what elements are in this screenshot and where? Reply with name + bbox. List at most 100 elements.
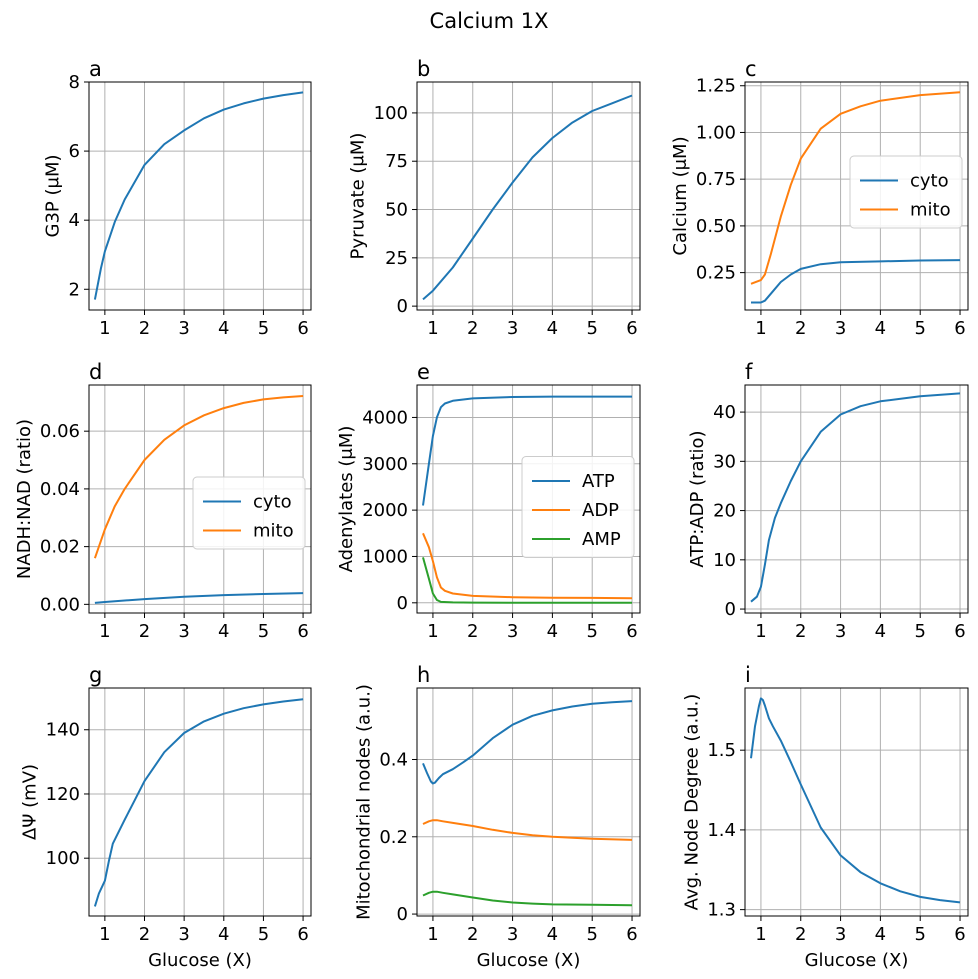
legend-label: AMP [582,529,621,550]
panel-letter: g [89,663,102,687]
y-tick-label: 30 [713,451,736,472]
y-tick-label: 10 [713,550,736,571]
y-axis-label: Mitochondrial nodes (a.u.) [353,684,374,920]
y-tick-label: 8 [69,72,80,93]
x-tick-label: 6 [954,621,965,642]
y-tick-label: 1.00 [696,122,736,143]
y-tick-label: 1.3 [707,900,736,921]
x-tick-label: 1 [755,621,766,642]
axes-frame [744,384,969,614]
x-tick-label: 1 [99,318,110,339]
x-tick-label: 2 [467,318,478,339]
x-tick-label: 4 [547,318,558,339]
x-tick-label: 4 [875,621,886,642]
y-tick-label: 140 [46,720,80,741]
y-tick-label: 100 [46,848,80,869]
legend-label: ADP [582,500,619,521]
x-tick-label: 5 [258,924,269,945]
x-tick-label: 6 [954,924,965,945]
y-tick-label: 3000 [362,454,408,475]
x-tick-label: 4 [547,924,558,945]
x-tick-label: 4 [218,924,229,945]
panel-letter: f [745,360,753,384]
panel-letter: h [417,663,430,687]
x-tick-label: 1 [99,621,110,642]
x-tick-label: 5 [586,318,597,339]
panel-letter: d [89,360,102,384]
x-tick-label: 5 [914,318,925,339]
x-tick-label: 5 [586,621,597,642]
x-tick-label: 2 [139,318,150,339]
x-tick-label: 2 [139,924,150,945]
axes-frame [88,81,312,311]
y-axis-label: G3P (μM) [43,154,64,237]
panel-b: 1 2 3 4 5 6 0 25 50 75 100 b Pyruvate (μM) [348,57,641,339]
x-tick-label: 3 [178,621,189,642]
x-tick-label: 4 [218,621,229,642]
y-axis-label: NADH:NAD (ratio) [14,419,35,579]
x-tick-label: 3 [507,621,518,642]
legend-label: mito [910,200,951,221]
x-tick-label: 2 [795,621,806,642]
y-tick-label: 0.2 [379,827,408,848]
legend-label: mito [253,521,294,542]
series-line-d-1 [93,395,304,559]
y-tick-label: 0.00 [40,594,80,615]
x-tick-label: 6 [626,318,637,339]
y-tick-label: 50 [385,200,408,221]
y-tick-label: 2 [69,279,80,300]
series-line-h-1 [422,819,633,841]
axes-frame [416,687,641,917]
legend: cyto mito [192,476,306,550]
x-axis-label: Glucose (X) [148,950,252,971]
series-line-i-0 [750,697,961,904]
x-tick-label: 6 [297,621,308,642]
panel-letter: a [89,57,102,81]
x-tick-label: 3 [178,924,189,945]
y-tick-label: 4 [69,210,80,231]
x-tick-label: 6 [626,924,637,945]
x-tick-label: 2 [467,924,478,945]
y-tick-label: 0.04 [40,479,80,500]
x-tick-label: 1 [427,318,438,339]
y-tick-label: 25 [385,248,408,269]
series-line-h-0 [422,700,633,785]
series-line-d-0 [94,592,304,604]
panel-c: 1 2 3 4 5 6 0.25 0.50 0.75 1.00 1.25 c Calcium (μM) c… [670,57,969,339]
x-tick-label: 1 [755,318,766,339]
y-axis-label: Avg. Node Degree (a.u.) [681,694,702,911]
y-tick-label: 1000 [362,546,408,567]
x-tick-label: 2 [467,621,478,642]
y-axis-label: Pyruvate (μM) [348,133,369,260]
x-tick-label: 2 [139,621,150,642]
panel-d: 1 2 3 4 5 6 0.00 0.02 0.04 0.06 d NADH:NAD (ratio) c… [14,360,312,642]
y-tick-label: 1.5 [707,740,736,761]
x-tick-label: 5 [586,924,597,945]
y-tick-label: 6 [69,141,80,162]
x-tick-label: 3 [835,621,846,642]
x-tick-label: 5 [258,621,269,642]
x-tick-label: 1 [427,621,438,642]
x-tick-label: 1 [755,924,766,945]
y-tick-label: 120 [46,784,80,805]
legend-label: cyto [910,171,949,192]
x-tick-label: 3 [507,924,518,945]
x-tick-label: 5 [914,621,925,642]
y-axis-label: Adenylates (μM) [336,426,357,573]
axes-frame [88,687,312,917]
series-line-a-0 [93,91,304,300]
x-axis-label: Glucose (X) [477,950,581,971]
panel-e: 1 2 3 4 5 6 0 1000 2000 3000 4000 e Adenylates (μM) A… [336,360,641,642]
series-line-e-2 [422,557,632,604]
x-tick-label: 6 [297,924,308,945]
y-tick-label: 0 [397,904,408,925]
x-tick-label: 1 [427,924,438,945]
series-line-c-0 [751,259,961,304]
legend: cyto mito [849,155,963,229]
panel-h: 1 2 3 4 5 6 0 0.2 0.4 h Mitochondrial nodes (a.u.)… [353,663,641,971]
panel-f: 1 2 3 4 5 6 0 10 20 30 40 f ATP:ADP (ratio) [687,360,969,642]
x-tick-label: 3 [835,318,846,339]
y-axis-label: Calcium (μM) [670,136,691,255]
y-tick-label: 40 [713,402,736,423]
y-tick-label: 0 [397,593,408,614]
